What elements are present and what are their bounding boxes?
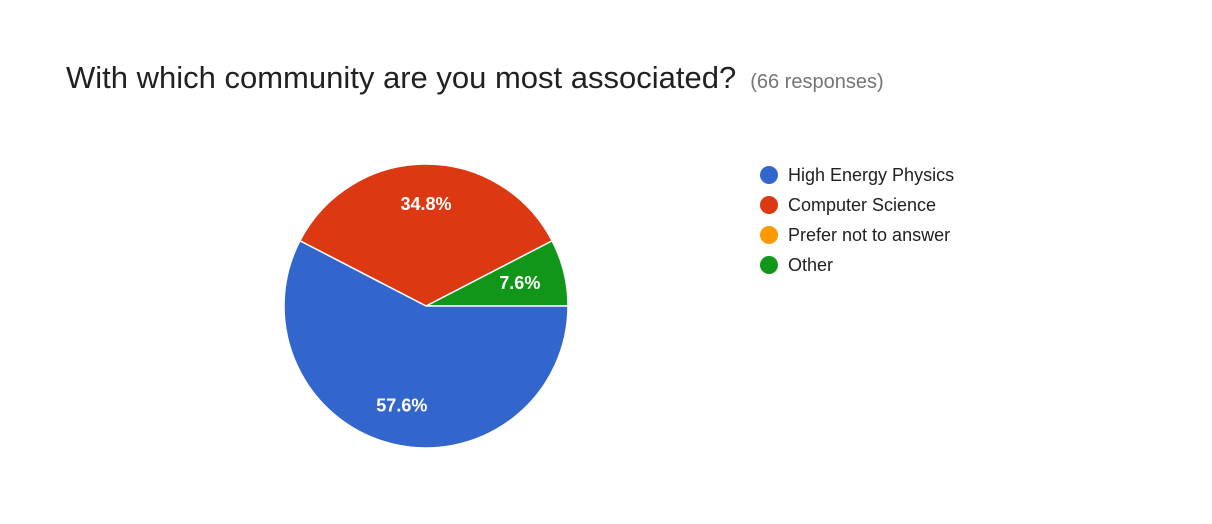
legend-label: High Energy Physics (788, 164, 955, 185)
legend-label: Prefer not to answer (788, 224, 951, 245)
legend-item-prefer-not-to-answer: Prefer not to answer (760, 220, 954, 250)
response-count: (66 responses) (750, 71, 884, 93)
chart-title: With which community are you most associ… (66, 60, 737, 95)
legend-item-high-energy-physics: High Energy Physics (760, 160, 954, 190)
legend-swatch (760, 166, 778, 184)
legend-label: Computer Science (788, 194, 937, 215)
chart-header: With which community are you most associ… (66, 60, 884, 96)
pie-slice-computer-science (298, 163, 554, 307)
legend-swatch (760, 196, 778, 214)
slice-label-other: 7.6% (499, 273, 540, 293)
slice-label-high-energy-physics: 57.6% (376, 395, 427, 415)
legend-swatch (760, 226, 778, 244)
pie-slice-high-energy-physics (283, 239, 569, 449)
legend-swatch (760, 256, 778, 274)
legend-item-other: Other (760, 250, 954, 280)
legend-item-computer-science: Computer Science (760, 190, 954, 220)
legend-label: Other (788, 254, 834, 275)
chart-legend: High Energy Physics Computer Science Prefe… (760, 160, 954, 280)
slice-label-computer-science: 34.8% (400, 194, 451, 214)
